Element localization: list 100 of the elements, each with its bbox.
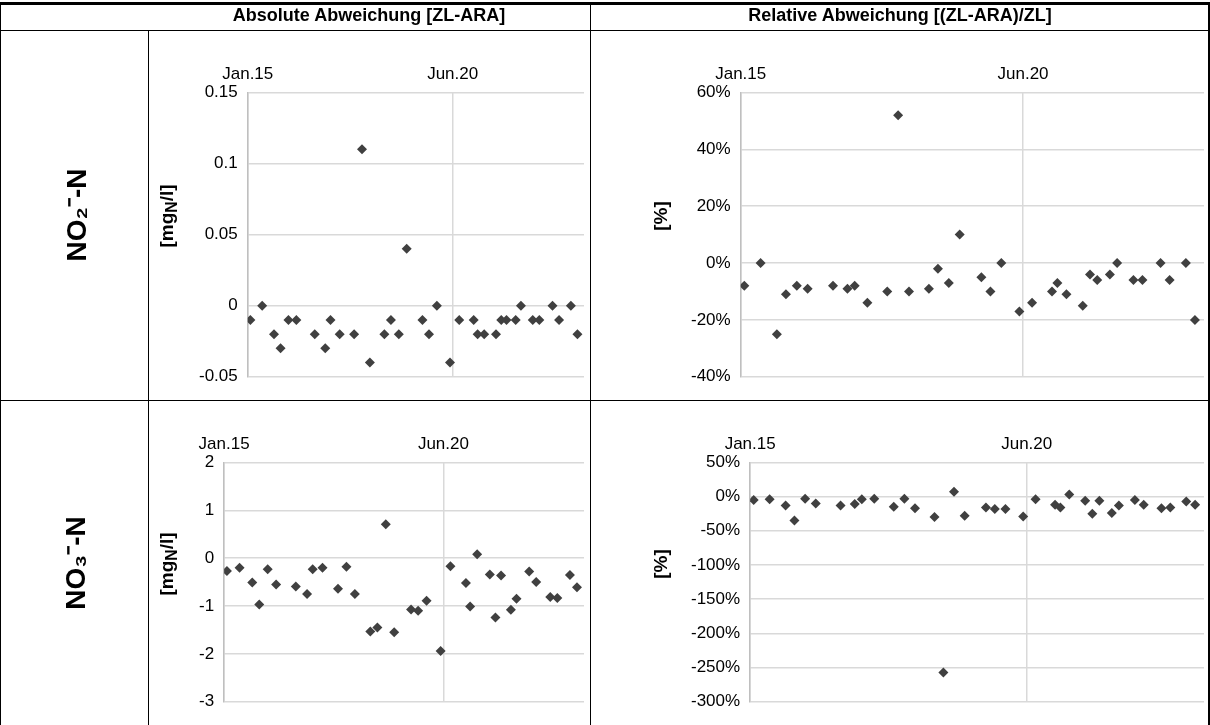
- y-tick-label: -250%: [691, 657, 741, 677]
- point: [862, 297, 873, 308]
- point: [389, 627, 400, 638]
- point: [1052, 277, 1063, 288]
- point: [465, 601, 476, 612]
- point: [780, 289, 791, 300]
- point: [424, 329, 435, 340]
- point: [980, 502, 991, 513]
- point: [291, 314, 302, 325]
- point: [1137, 275, 1148, 286]
- point: [938, 667, 949, 678]
- point: [334, 329, 345, 340]
- point: [1030, 494, 1041, 505]
- point: [1190, 499, 1201, 510]
- point: [1156, 503, 1167, 514]
- point: [1164, 275, 1175, 286]
- point: [290, 581, 301, 592]
- point: [1087, 508, 1098, 519]
- point: [571, 582, 582, 593]
- y-tick-label: 40%: [696, 138, 731, 158]
- point: [1018, 511, 1029, 522]
- point: [341, 561, 352, 572]
- point: [320, 343, 331, 354]
- point: [247, 314, 256, 325]
- point: [247, 577, 258, 588]
- point: [1094, 495, 1105, 506]
- point: [976, 272, 987, 283]
- point: [302, 589, 313, 600]
- y-axis-title: [%]: [650, 201, 672, 231]
- point: [791, 280, 802, 291]
- point: [1104, 269, 1115, 280]
- point: [385, 314, 396, 325]
- y-tick-label: 0.05: [204, 224, 238, 244]
- y-tick-label: 0.1: [214, 153, 238, 173]
- point: [899, 493, 910, 504]
- point: [435, 646, 446, 657]
- y-tick-label: -100%: [691, 554, 741, 574]
- x-tick-label: Jun.20: [427, 63, 479, 83]
- point: [380, 519, 391, 530]
- y-tick-label: -0.05: [199, 366, 238, 386]
- point: [364, 357, 375, 368]
- point: [764, 494, 775, 505]
- point: [317, 562, 328, 573]
- point: [564, 569, 575, 580]
- point: [490, 612, 501, 623]
- point: [417, 314, 428, 325]
- point: [307, 564, 318, 575]
- point: [959, 510, 970, 521]
- point: [1113, 500, 1124, 511]
- point: [856, 494, 867, 505]
- y-tick-label: 60%: [696, 82, 731, 102]
- point: [445, 561, 456, 572]
- point: [491, 329, 501, 340]
- point: [554, 314, 565, 325]
- point: [1055, 502, 1066, 513]
- point: [565, 300, 576, 311]
- point: [949, 486, 960, 497]
- point: [269, 329, 280, 340]
- point: [932, 263, 943, 274]
- point: [262, 564, 273, 575]
- point: [547, 300, 558, 311]
- y-tick-label: 0%: [706, 252, 731, 272]
- point: [413, 605, 424, 616]
- point: [1092, 275, 1103, 286]
- point: [357, 144, 368, 155]
- point: [460, 578, 471, 589]
- y-tick-label: 2: [204, 452, 215, 472]
- point: [510, 314, 521, 325]
- text: NO₃⁻-N: [59, 515, 92, 610]
- point: [496, 570, 507, 581]
- point: [1128, 275, 1139, 286]
- point: [454, 314, 465, 325]
- point: [954, 229, 965, 240]
- point: [1064, 489, 1075, 500]
- y-tick-label: -20%: [691, 309, 731, 329]
- point: [996, 258, 1007, 269]
- point: [810, 498, 821, 509]
- point: [800, 493, 811, 504]
- x-tick-label: Jan.15: [222, 63, 274, 83]
- point: [1027, 297, 1038, 308]
- point: [882, 286, 893, 297]
- point: [406, 604, 417, 615]
- y-tick-label: 50%: [706, 452, 741, 472]
- point: [401, 243, 412, 254]
- point: [1014, 306, 1025, 317]
- point: [842, 283, 853, 294]
- point: [1080, 495, 1091, 506]
- point: [904, 286, 914, 297]
- x-tick-label: Jan.15: [724, 433, 776, 453]
- y-tick-label: -300%: [691, 691, 741, 711]
- point: [393, 329, 404, 340]
- point: [515, 300, 526, 311]
- point: [1000, 503, 1011, 514]
- y-tick-label: 20%: [696, 195, 731, 215]
- point: [572, 329, 583, 340]
- point: [910, 503, 921, 514]
- point: [755, 258, 766, 269]
- point: [325, 314, 336, 325]
- x-tick-label: Jun.20: [417, 433, 469, 453]
- y-tick-label: -200%: [691, 623, 741, 643]
